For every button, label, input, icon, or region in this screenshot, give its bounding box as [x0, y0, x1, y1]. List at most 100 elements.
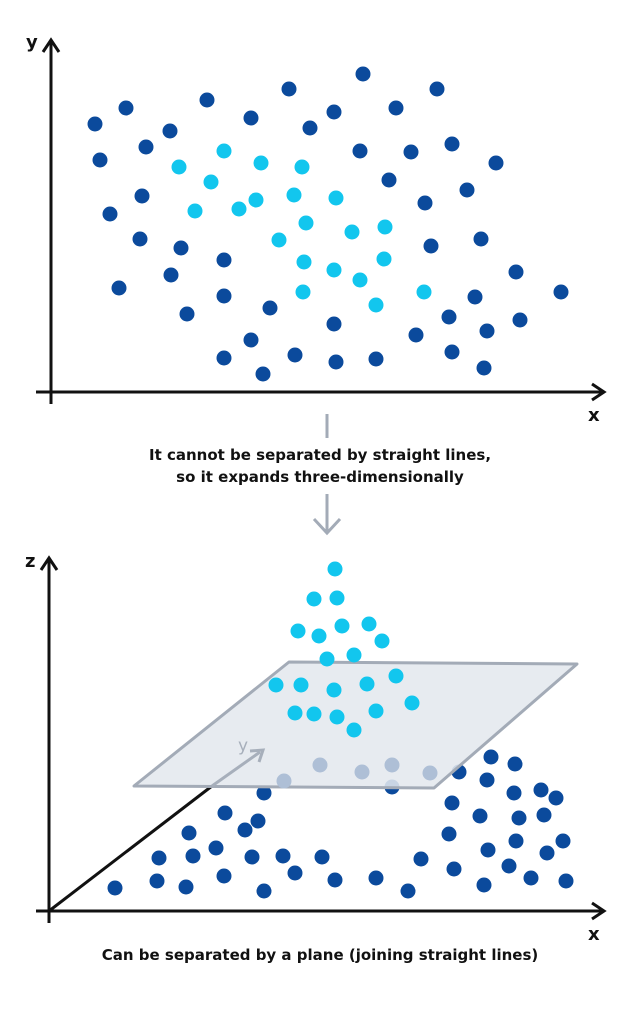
bottom-lower-point	[244, 849, 260, 865]
top-outer-point	[467, 289, 483, 305]
top-inner-point	[253, 155, 269, 171]
top-inner-point	[231, 201, 247, 217]
top-inner-point	[296, 254, 312, 270]
bottom-lower-point	[275, 848, 291, 864]
top-outer-point	[287, 347, 303, 363]
top-x-axis-arrowhead	[591, 382, 607, 402]
bottom-lower-point	[217, 805, 233, 821]
bottom-z-axis-label: z	[25, 551, 35, 572]
bottom-lower-point	[400, 883, 416, 899]
top-outer-point	[92, 152, 108, 168]
bottom-lower-point	[446, 861, 462, 877]
bottom-lower-point	[507, 756, 523, 772]
top-outer-point	[163, 267, 179, 283]
top-outer-point	[111, 280, 127, 296]
bottom-lower-point	[511, 810, 527, 826]
bottom-faded-point	[384, 757, 400, 773]
top-inner-point	[326, 262, 342, 278]
top-outer-point	[473, 231, 489, 247]
transition-text-line-2: so it expands three-dimensionally	[176, 468, 464, 486]
top-outer-point	[429, 81, 445, 97]
bottom-upper-point	[326, 682, 342, 698]
bottom-lower-point	[216, 868, 232, 884]
top-outer-point	[403, 144, 419, 160]
bottom-lower-point	[441, 826, 457, 842]
top-y-axis-label: y	[26, 32, 38, 53]
top-outer-point	[476, 360, 492, 376]
top-outer-point	[355, 66, 371, 82]
top-inner-point	[298, 215, 314, 231]
bottom-upper-point	[361, 616, 377, 632]
top-outer-point	[281, 81, 297, 97]
top-outer-point	[162, 123, 178, 139]
top-outer-point	[508, 264, 524, 280]
top-outer-point	[459, 182, 475, 198]
top-outer-points	[87, 66, 569, 382]
bottom-faded-points	[276, 757, 438, 789]
top-outer-point	[444, 136, 460, 152]
bottom-lower-point	[208, 840, 224, 856]
bottom-upper-point	[311, 628, 327, 644]
bottom-lower-point	[548, 790, 564, 806]
bottom-lower-point	[178, 879, 194, 895]
bottom-lower-point	[413, 851, 429, 867]
top-inner-point	[352, 272, 368, 288]
top-outer-point	[408, 327, 424, 343]
bottom-lower-point	[368, 870, 384, 886]
bottom-lower-point	[508, 833, 524, 849]
bottom-lower-point	[483, 749, 499, 765]
bottom-lower-point	[472, 808, 488, 824]
bottom-upper-point	[306, 591, 322, 607]
bottom-y-axis-through-plane	[211, 750, 261, 788]
top-plot: y x	[26, 32, 607, 426]
bottom-y-axis-arrowhead	[249, 748, 266, 763]
top-outer-point	[102, 206, 118, 222]
top-inner-point	[171, 159, 187, 175]
bottom-lower-point	[250, 813, 266, 829]
bottom-lower-point	[533, 782, 549, 798]
top-outer-point	[388, 100, 404, 116]
arrow-head	[312, 517, 342, 536]
top-inner-point	[344, 224, 360, 240]
top-outer-point	[132, 231, 148, 247]
bottom-upper-point	[374, 633, 390, 649]
top-inner-point	[286, 187, 302, 203]
bottom-faded-point	[276, 773, 292, 789]
top-outer-point	[479, 323, 495, 339]
bottom-lower-point	[480, 842, 496, 858]
top-outer-point	[368, 351, 384, 367]
bottom-lower-point	[256, 883, 272, 899]
bottom-z-axis-arrowhead	[39, 555, 59, 571]
top-outer-point	[352, 143, 368, 159]
bottom-lower-point	[181, 825, 197, 841]
bottom-faded-point	[422, 765, 438, 781]
top-inner-point	[271, 232, 287, 248]
bottom-x-axis-label: x	[588, 924, 600, 945]
bottom-upper-point	[329, 590, 345, 606]
bottom-lower-point	[314, 849, 330, 865]
top-inner-point	[216, 143, 232, 159]
bottom-faded-point	[312, 757, 328, 773]
bottom-caption: Can be separated by a plane (joining str…	[101, 946, 539, 964]
top-inner-point	[294, 159, 310, 175]
top-inner-point	[295, 284, 311, 300]
top-x-axis-label: x	[588, 405, 600, 426]
top-outer-point	[444, 344, 460, 360]
top-outer-point	[553, 284, 569, 300]
bottom-upper-point	[334, 618, 350, 634]
top-outer-point	[173, 240, 189, 256]
top-inner-point	[328, 190, 344, 206]
top-inner-point	[377, 219, 393, 235]
bottom-lower-point	[523, 870, 539, 886]
bottom-lower-point	[558, 873, 574, 889]
bottom-x-axis-arrowhead	[591, 901, 607, 921]
top-outer-point	[417, 195, 433, 211]
top-outer-point	[441, 309, 457, 325]
bottom-lower-point	[107, 880, 123, 896]
top-outer-point	[326, 104, 342, 120]
top-outer-point	[87, 116, 103, 132]
bottom-lower-point	[555, 833, 571, 849]
top-outer-point	[134, 188, 150, 204]
bottom-lower-point	[476, 877, 492, 893]
